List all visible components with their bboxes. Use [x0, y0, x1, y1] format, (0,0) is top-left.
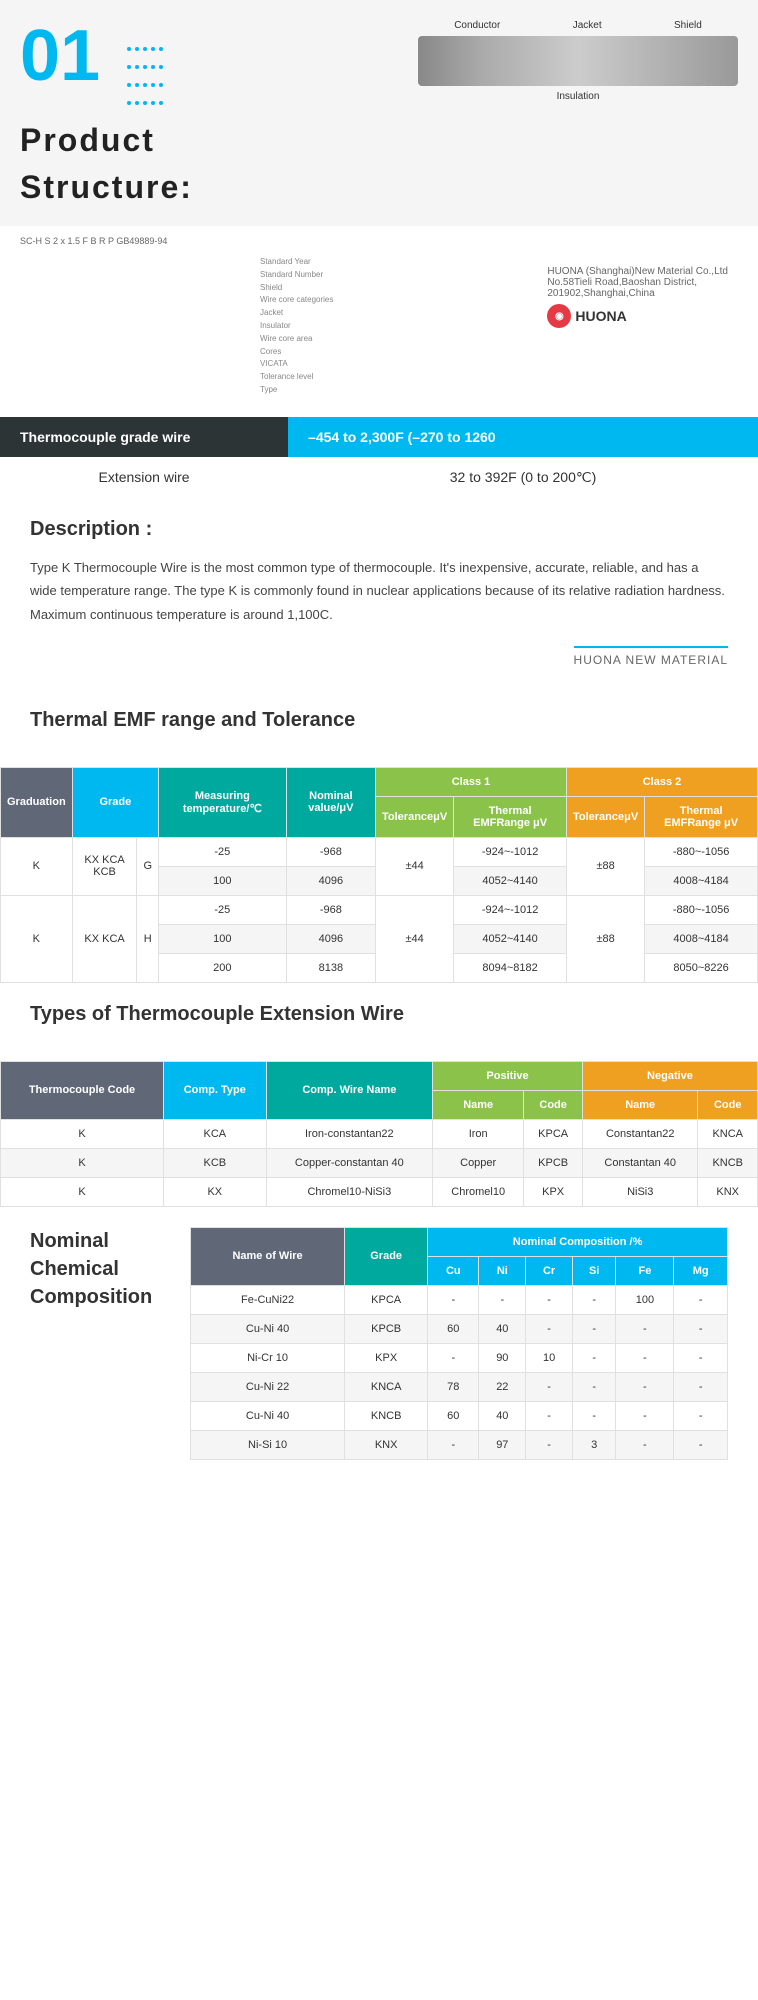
spec-item: VICATA — [260, 358, 738, 371]
th: ToleranceμV — [376, 796, 454, 837]
grade-label: Thermocouple grade wire — [0, 417, 288, 457]
th: Thermal EMFRange μV — [645, 796, 758, 837]
diagram-label: Conductor — [454, 20, 500, 31]
th: Cr — [526, 1256, 573, 1285]
section-number: 01 — [20, 16, 100, 96]
logo-text: HUONA — [575, 308, 626, 324]
emf-title: Thermal EMF range and Tolerance — [30, 709, 728, 732]
th: Negative — [582, 1061, 757, 1090]
wire-diagram: Conductor Jacket Shield Insulation — [418, 20, 738, 102]
diagram-label: Shield — [674, 20, 702, 31]
th: Nominal value/μV — [286, 767, 375, 837]
composition-section: Nominal Chemical Composition Name of Wir… — [0, 1207, 758, 1480]
th: Thermocouple Code — [1, 1061, 164, 1119]
diagram-label: Jacket — [573, 20, 602, 31]
th: Ni — [479, 1256, 526, 1285]
comp-table: Name of Wire Grade Nominal Composition /… — [190, 1227, 728, 1460]
spec-item: Wire core area — [260, 333, 738, 346]
emf-table: Graduation Grade Measuring temperature/℃… — [0, 767, 758, 983]
th: Grade — [72, 767, 158, 837]
logo: ◉ HUONA — [547, 304, 626, 328]
spec-item: Cores — [260, 346, 738, 359]
desc-text: Type K Thermocouple Wire is the most com… — [30, 556, 728, 626]
types-title: Types of Thermocouple Extension Wire — [30, 1003, 728, 1026]
th: Fe — [616, 1256, 674, 1285]
brand-tag: HUONA NEW MATERIAL — [574, 646, 728, 667]
grade-table: Thermocouple grade wire–454 to 2,300F (–… — [0, 417, 758, 498]
th: Nominal Composition /% — [428, 1227, 728, 1256]
ext-label: Extension wire — [0, 457, 288, 498]
spec-item: Tolerance level — [260, 371, 738, 384]
header: 01 Product Structure: Conductor Jacket S… — [0, 0, 758, 226]
th: Name of Wire — [191, 1227, 345, 1285]
th: Thermal EMFRange μV — [454, 796, 567, 837]
th: Comp. Wire Name — [266, 1061, 432, 1119]
th: Measuring temperature/℃ — [159, 767, 287, 837]
company-addr: No.58Tieli Road,Baoshan District, — [547, 277, 728, 288]
th: Graduation — [1, 767, 73, 837]
product-code: SC-H S 2 x 1.5 F B R P GB49889-94 — [0, 226, 758, 256]
th: Cu — [428, 1256, 479, 1285]
th: Name — [433, 1090, 524, 1119]
title-line1: Product — [20, 122, 418, 159]
th: Comp. Type — [164, 1061, 267, 1119]
grade-value: –454 to 2,300F (–270 to 1260 — [288, 417, 758, 457]
title-line2: Structure: — [20, 169, 418, 206]
dots-icon — [125, 40, 165, 112]
description-section: Description : Type K Thermocouple Wire i… — [0, 498, 758, 689]
comp-title: Nominal Chemical Composition — [30, 1227, 170, 1311]
th: Code — [698, 1090, 758, 1119]
th: Name — [582, 1090, 697, 1119]
th: Mg — [674, 1256, 728, 1285]
company-name: HUONA (Shanghai)New Material Co.,Ltd — [547, 266, 728, 277]
th: ToleranceμV — [566, 796, 644, 837]
logo-icon: ◉ — [547, 304, 571, 328]
th: Si — [572, 1256, 615, 1285]
company-info: HUONA (Shanghai)New Material Co.,Ltd No.… — [547, 266, 728, 328]
th: Positive — [433, 1061, 583, 1090]
desc-title: Description : — [30, 518, 728, 541]
th: Code — [524, 1090, 583, 1119]
spec-item: Type — [260, 384, 738, 397]
types-section: Types of Thermocouple Extension Wire — [0, 983, 758, 1061]
th: Class 1 — [376, 767, 567, 796]
emf-section: Thermal EMF range and Tolerance — [0, 689, 758, 767]
ext-value: 32 to 392F (0 to 200℃) — [288, 457, 758, 498]
diagram-label: Insulation — [418, 91, 738, 102]
company-addr: 201902,Shanghai,China — [547, 288, 728, 299]
spec-tree: Standard YearStandard NumberShieldWire c… — [0, 256, 758, 417]
types-table: Thermocouple Code Comp. Type Comp. Wire … — [0, 1061, 758, 1207]
th: Class 2 — [566, 767, 757, 796]
th: Grade — [345, 1227, 428, 1285]
